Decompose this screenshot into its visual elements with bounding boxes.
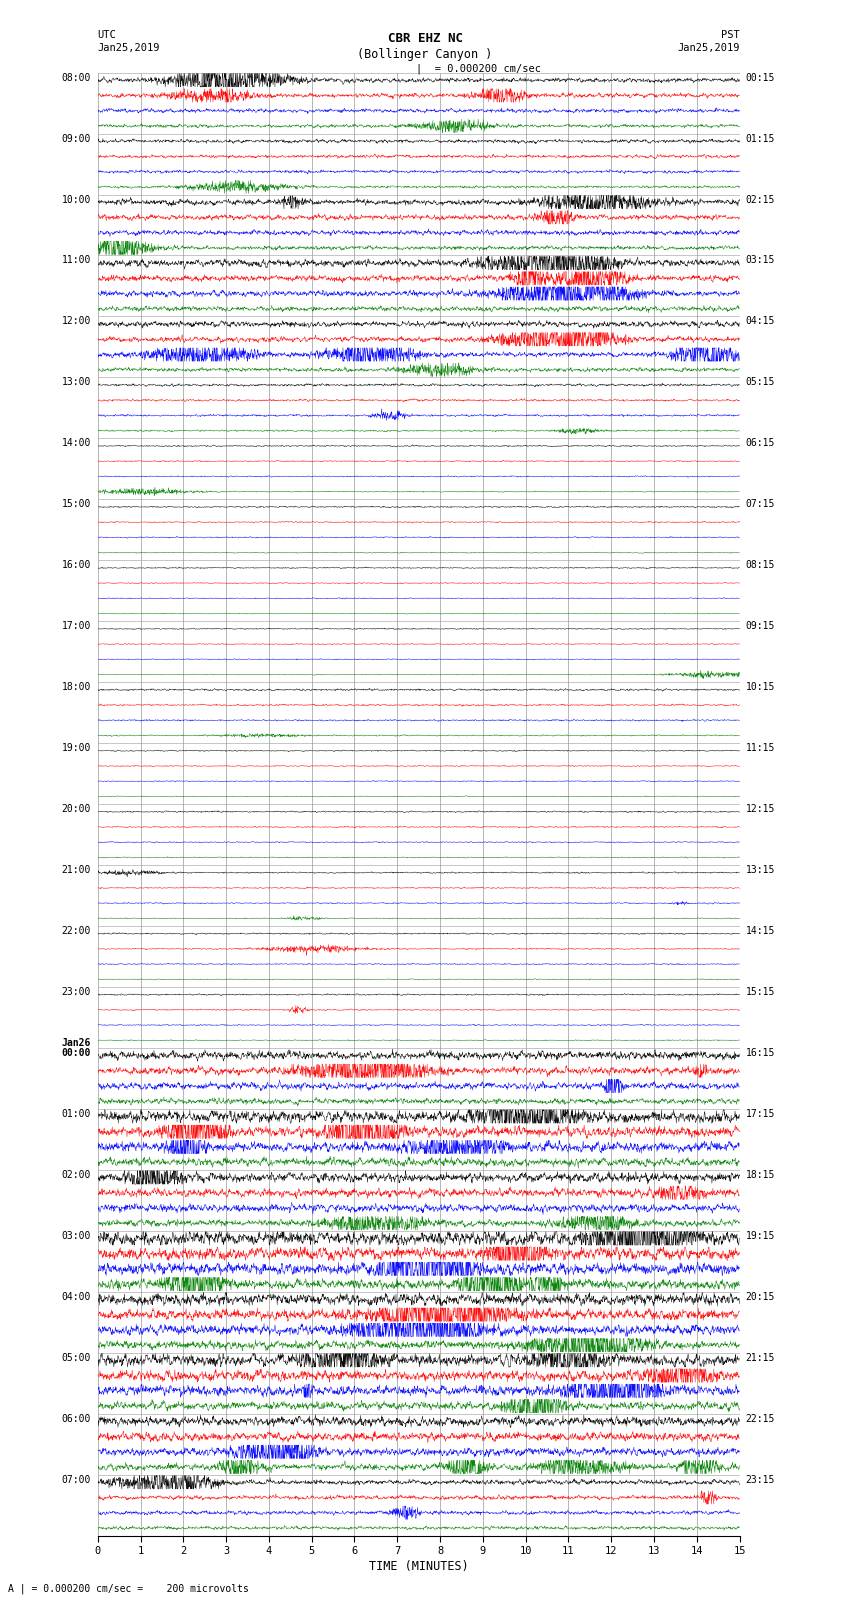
Text: 18:00: 18:00 [61,682,91,692]
Text: 06:00: 06:00 [61,1413,91,1424]
Text: 14:15: 14:15 [745,926,775,936]
Text: 14:00: 14:00 [61,439,91,448]
Text: 10:15: 10:15 [745,682,775,692]
Text: |  = 0.000200 cm/sec: | = 0.000200 cm/sec [416,63,541,74]
Text: 11:15: 11:15 [745,744,775,753]
Text: 04:00: 04:00 [61,1292,91,1302]
Text: 02:00: 02:00 [61,1169,91,1179]
Text: 13:15: 13:15 [745,865,775,874]
Text: 20:15: 20:15 [745,1292,775,1302]
Text: 03:00: 03:00 [61,1231,91,1240]
Text: 17:00: 17:00 [61,621,91,631]
Text: 19:15: 19:15 [745,1231,775,1240]
Text: 11:00: 11:00 [61,255,91,266]
Text: 23:15: 23:15 [745,1474,775,1484]
Text: 05:15: 05:15 [745,377,775,387]
Text: 00:15: 00:15 [745,73,775,82]
Text: 15:15: 15:15 [745,987,775,997]
Text: 07:15: 07:15 [745,500,775,510]
Text: A | = 0.000200 cm/sec =    200 microvolts: A | = 0.000200 cm/sec = 200 microvolts [8,1582,249,1594]
Text: 23:00: 23:00 [61,987,91,997]
Text: 18:15: 18:15 [745,1169,775,1179]
Text: 01:15: 01:15 [745,134,775,144]
X-axis label: TIME (MINUTES): TIME (MINUTES) [369,1560,468,1573]
Text: 15:00: 15:00 [61,500,91,510]
Text: 04:15: 04:15 [745,316,775,326]
Text: 08:15: 08:15 [745,560,775,571]
Text: 09:00: 09:00 [61,134,91,144]
Text: CBR EHZ NC: CBR EHZ NC [388,32,462,45]
Text: 13:00: 13:00 [61,377,91,387]
Text: 05:00: 05:00 [61,1353,91,1363]
Text: UTC: UTC [98,31,116,40]
Text: 21:00: 21:00 [61,865,91,874]
Text: 00:00: 00:00 [61,1048,91,1058]
Text: Jan25,2019: Jan25,2019 [98,44,161,53]
Text: 06:15: 06:15 [745,439,775,448]
Text: 08:00: 08:00 [61,73,91,82]
Text: (Bollinger Canyon ): (Bollinger Canyon ) [357,48,493,61]
Text: 12:00: 12:00 [61,316,91,326]
Text: 01:00: 01:00 [61,1108,91,1119]
Text: 16:15: 16:15 [745,1048,775,1058]
Text: 02:15: 02:15 [745,195,775,205]
Text: 17:15: 17:15 [745,1108,775,1119]
Text: 22:15: 22:15 [745,1413,775,1424]
Text: 10:00: 10:00 [61,195,91,205]
Text: 20:00: 20:00 [61,805,91,815]
Text: 16:00: 16:00 [61,560,91,571]
Text: PST: PST [721,31,740,40]
Text: 03:15: 03:15 [745,255,775,266]
Text: Jan25,2019: Jan25,2019 [677,44,740,53]
Text: 19:00: 19:00 [61,744,91,753]
Text: 07:00: 07:00 [61,1474,91,1484]
Text: 21:15: 21:15 [745,1353,775,1363]
Text: 12:15: 12:15 [745,805,775,815]
Text: 09:15: 09:15 [745,621,775,631]
Text: 22:00: 22:00 [61,926,91,936]
Text: Jan26: Jan26 [61,1037,91,1048]
